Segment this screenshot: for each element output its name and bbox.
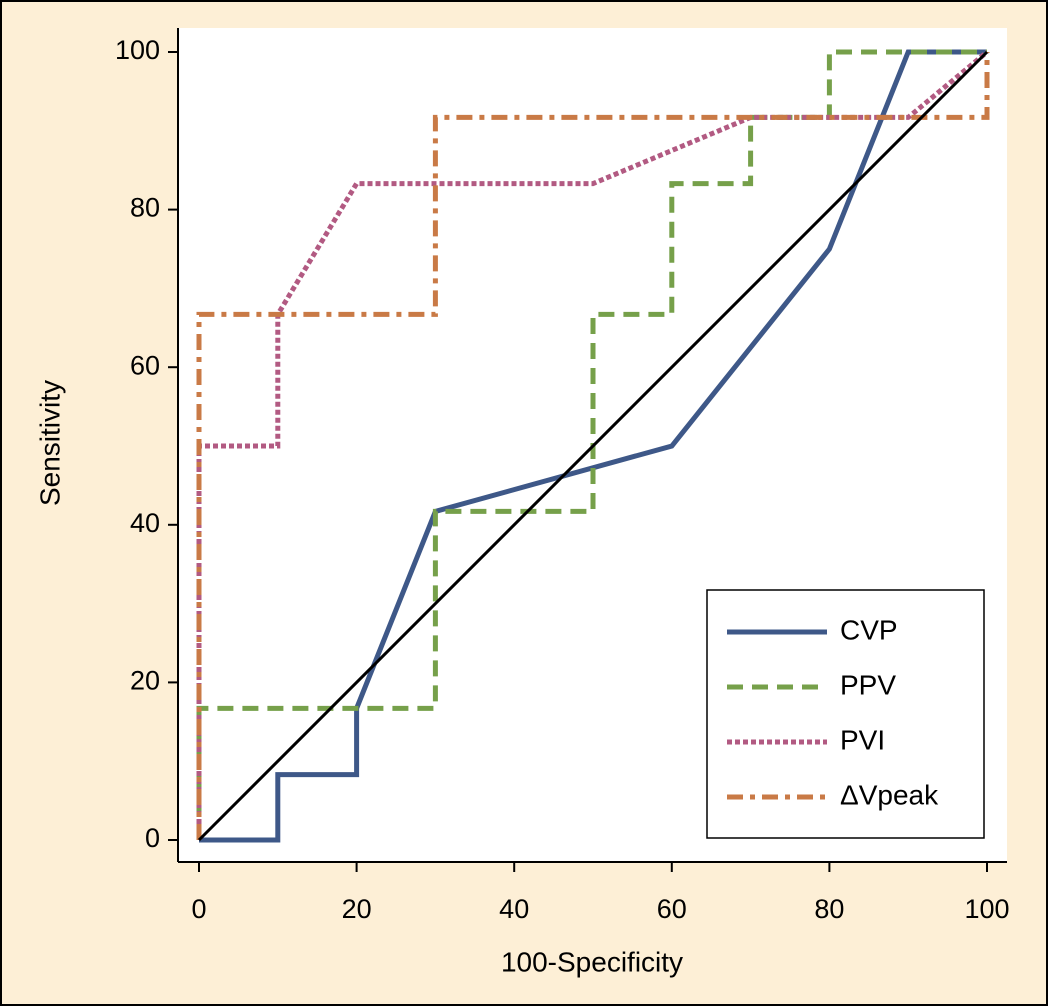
y-tick-label: 40	[130, 508, 160, 538]
legend-label: ΔVpeak	[840, 779, 939, 810]
y-tick-label: 60	[130, 350, 160, 380]
y-tick-label: 80	[130, 193, 160, 223]
x-tick-label: 80	[814, 894, 844, 924]
legend-label: PVI	[840, 724, 885, 755]
reference-line	[197, 50, 989, 842]
legend: CVP PPV PVI ΔVpeak	[706, 589, 985, 839]
y-tick-label: 0	[145, 823, 160, 853]
y-axis-title: Sensitivity	[34, 380, 65, 506]
x-tick-label: 40	[499, 894, 529, 924]
x-axis-title: 100-Specificity	[501, 946, 683, 977]
series-layer	[196, 49, 990, 843]
series-line	[196, 50, 989, 840]
x-tick-label: 60	[657, 894, 687, 924]
x-tick-label: 0	[191, 894, 206, 924]
legend-label: CVP	[840, 614, 898, 645]
legend-label: PPV	[840, 669, 896, 700]
y-tick-label: 100	[115, 35, 160, 65]
series-line	[199, 49, 987, 843]
x-tick-label: 20	[342, 894, 372, 924]
y-tick-label: 20	[130, 666, 160, 696]
x-tick-label: 100	[964, 894, 1009, 924]
